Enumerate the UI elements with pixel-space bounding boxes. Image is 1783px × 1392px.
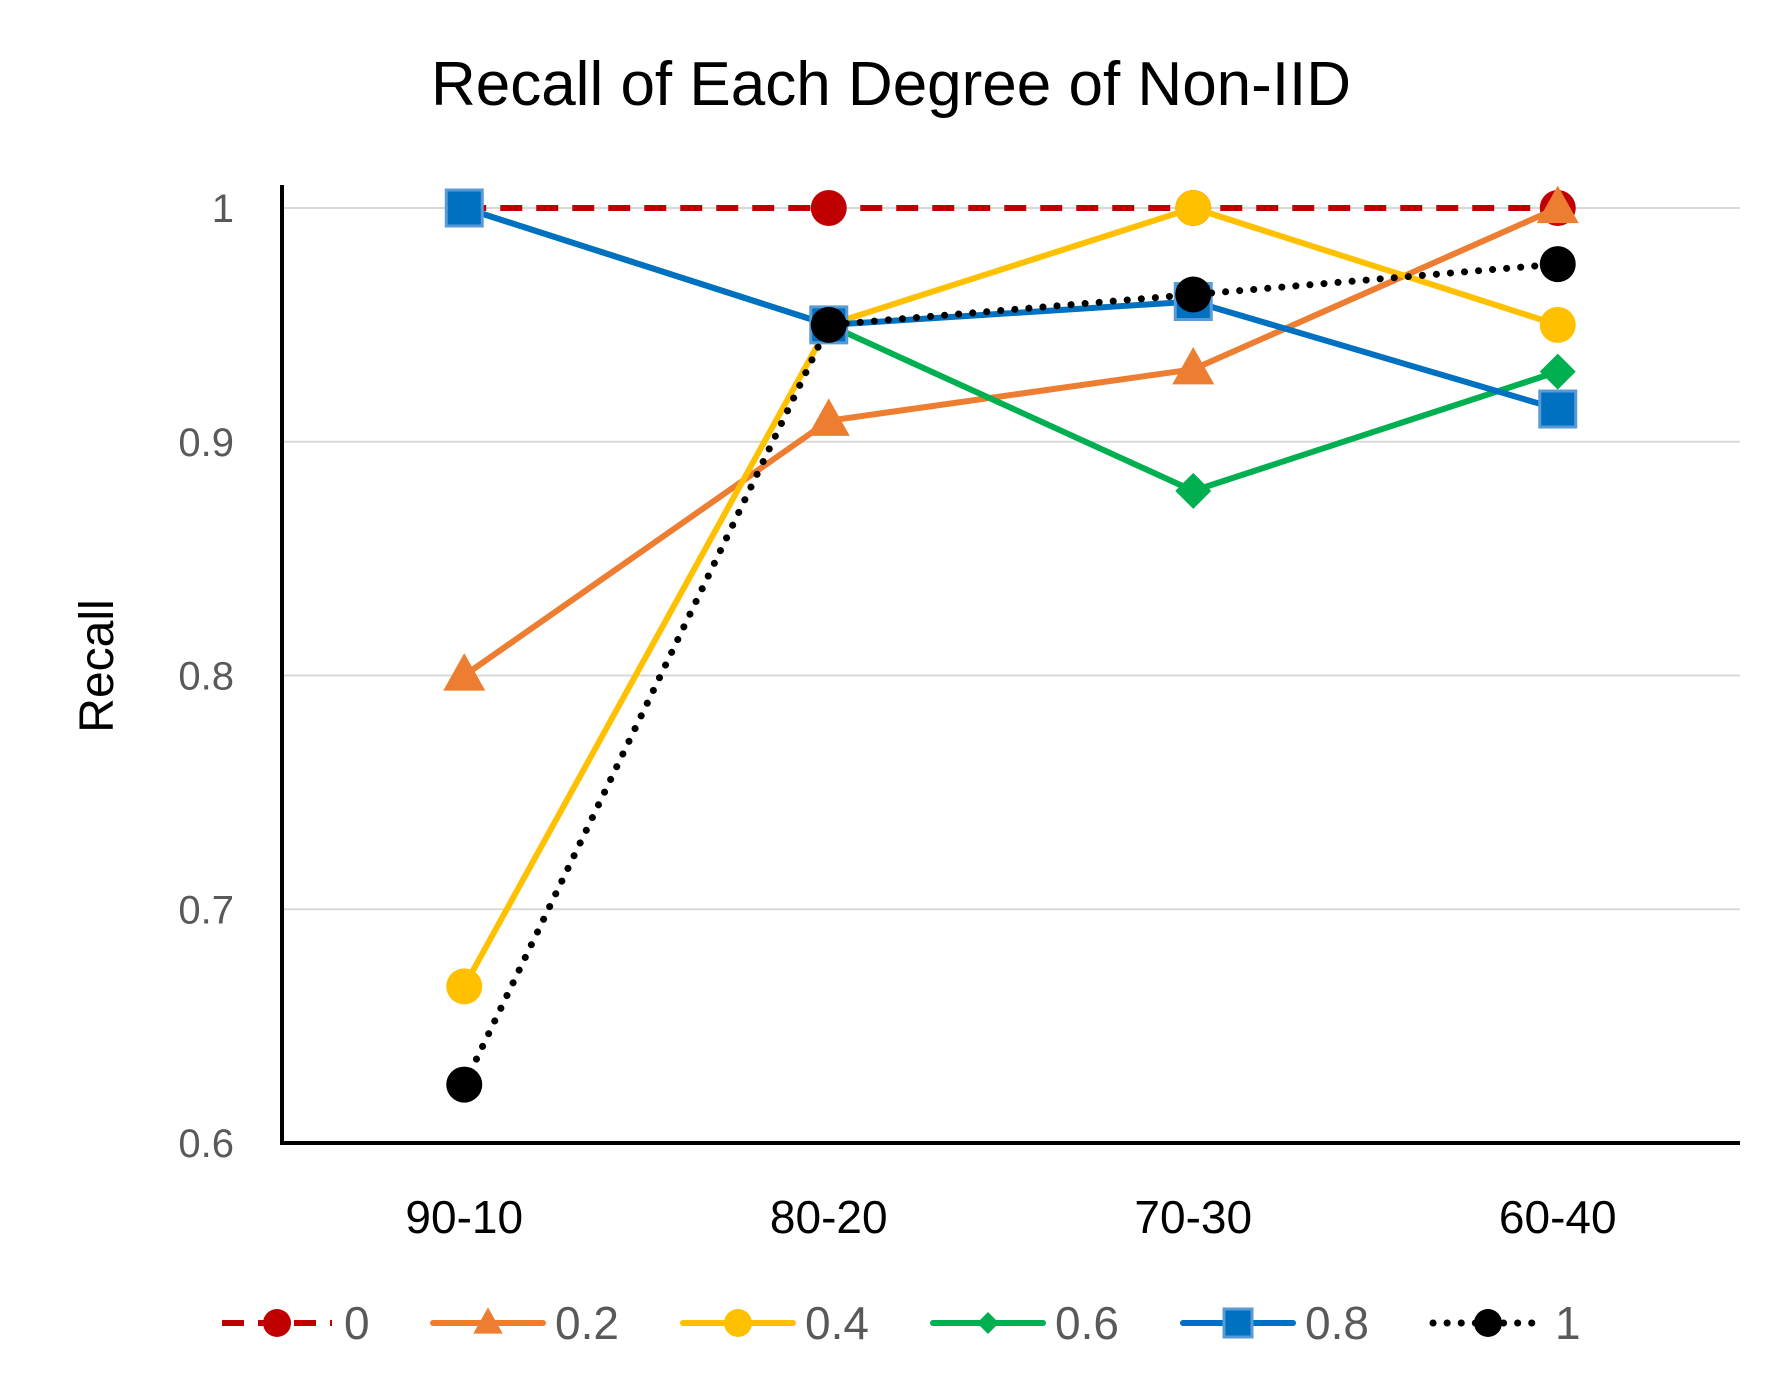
- legend-swatch-marker: [977, 1312, 999, 1334]
- legend-item-0.4: 0.4: [680, 1297, 869, 1349]
- y-tick-label: 1: [212, 187, 234, 231]
- y-tick-label: 0.7: [178, 888, 234, 932]
- legend-item-1: 1: [1429, 1297, 1581, 1349]
- legend-swatch-marker: [473, 1307, 503, 1334]
- series-group: [443, 185, 1579, 1103]
- x-tick-label: 70-30: [1134, 1191, 1252, 1243]
- series-1: [446, 246, 1576, 1103]
- data-point: [444, 188, 484, 228]
- data-point: [1175, 190, 1212, 226]
- x-tick-label: 80-20: [770, 1191, 888, 1243]
- legend-swatch-marker: [263, 1309, 291, 1337]
- series-line: [461, 205, 1561, 413]
- legend-label: 0.6: [1055, 1297, 1119, 1349]
- y-tick-label: 0.9: [178, 421, 234, 465]
- y-tick-label: 0.8: [178, 655, 234, 699]
- y-tick-label: 0.6: [178, 1122, 234, 1166]
- series-line: [461, 205, 1561, 679]
- data-point: [1539, 246, 1576, 283]
- legend-swatch-marker: [1474, 1309, 1502, 1337]
- series-line: [461, 205, 1561, 494]
- data-point: [446, 1066, 483, 1103]
- data-point: [1538, 389, 1578, 429]
- data-point: [1172, 346, 1215, 385]
- series-0.8: [444, 188, 1578, 429]
- data-point: [1175, 276, 1212, 313]
- legend-item-0.2: 0.2: [430, 1297, 619, 1349]
- y-axis-label: Recall: [71, 599, 124, 732]
- series-0.6: [446, 190, 1576, 509]
- data-point: [1536, 185, 1579, 224]
- data-point: [810, 190, 847, 226]
- data-point: [446, 968, 483, 1005]
- data-point: [807, 398, 850, 436]
- data-point: [443, 653, 486, 691]
- x-tick-label: 60-40: [1499, 1191, 1617, 1243]
- series-line: [461, 205, 1561, 990]
- axes: 0.6 0.7 0.8 0.9 1 90-10 80-20 70-30 60-40: [178, 185, 1740, 1243]
- series-0: [446, 190, 1576, 226]
- legend-label: 0: [344, 1297, 370, 1349]
- legend-label: 1: [1555, 1297, 1581, 1349]
- legend-item-0.8: 0.8: [1180, 1297, 1369, 1349]
- legend-label: 0.8: [1305, 1297, 1369, 1349]
- data-point: [1175, 472, 1212, 509]
- legend-swatch-marker: [1222, 1307, 1254, 1339]
- legend-item-0: 0: [222, 1297, 370, 1349]
- series-0.2: [443, 185, 1579, 691]
- data-point: [1539, 353, 1576, 390]
- chart-title: Recall of Each Degree of Non-IID: [431, 50, 1351, 119]
- data-point: [1539, 306, 1576, 343]
- legend-label: 0.2: [555, 1297, 619, 1349]
- legend: 0 0.2 0.4 0.6 0.8 1: [222, 1297, 1581, 1349]
- legend-item-0.6: 0.6: [930, 1297, 1119, 1349]
- data-point: [810, 306, 847, 343]
- series-line: [460, 260, 1562, 1089]
- legend-swatch-marker: [724, 1309, 752, 1337]
- legend-label: 0.4: [805, 1297, 869, 1349]
- x-tick-label: 90-10: [405, 1191, 523, 1243]
